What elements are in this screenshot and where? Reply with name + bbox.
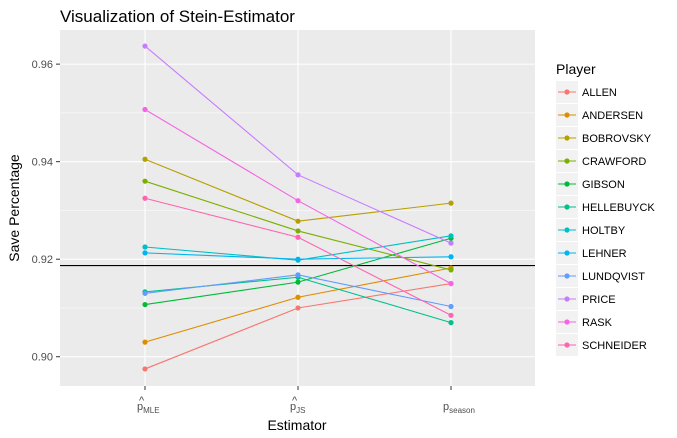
series-point-crawford	[448, 267, 454, 273]
legend-item-andersen: ANDERSEN	[556, 104, 643, 126]
series-lundqvist	[142, 272, 454, 310]
series-point-lehner	[142, 250, 148, 256]
legend-title: Player	[556, 61, 596, 77]
series-point-andersen	[295, 294, 301, 300]
series-point-price	[448, 240, 454, 246]
legend-item-rask: RASK	[556, 311, 613, 333]
series-point-lehner	[295, 256, 301, 262]
legend-key-point	[564, 135, 570, 141]
major-gridlines	[60, 30, 535, 386]
legend-item-allen: ALLEN	[556, 81, 617, 103]
x-tick-label: ^pMLE	[137, 395, 160, 415]
legend-item-schneider: SCHNEIDER	[556, 334, 647, 356]
series-crawford	[142, 178, 454, 273]
y-axis: 0.90 0.92 0.94 0.96	[32, 59, 60, 364]
series-schneider	[142, 195, 454, 318]
series-point-allen	[295, 305, 301, 311]
legend-key-point	[564, 227, 570, 233]
legend-item-holtby: HOLTBY	[556, 219, 626, 241]
series-point-bobrovsky	[142, 156, 148, 162]
legend-label-schneider: SCHNEIDER	[582, 340, 647, 352]
legend-key-point	[564, 112, 570, 118]
legend-item-crawford: CRAWFORD	[556, 150, 646, 172]
legend-key-point	[564, 158, 570, 164]
series-point-price	[295, 172, 301, 178]
series-point-gibson	[295, 279, 301, 285]
series-point-crawford	[295, 228, 301, 234]
legend-item-bobrovsky: BOBROVSKY	[556, 127, 652, 149]
series-point-rask	[142, 106, 148, 113]
y-tick-label: 0.92	[32, 254, 53, 266]
legend: Player ALLEN ANDERSEN BOBROVSKY CRAWFORD GIB…	[556, 61, 655, 356]
legend-key-point	[564, 181, 570, 187]
y-tick-label: 0.94	[32, 157, 53, 169]
series-layer	[142, 43, 454, 372]
legend-key-point	[564, 342, 570, 348]
legend-key-point	[564, 89, 570, 95]
series-point-schneider	[142, 195, 148, 201]
series-point-price	[142, 43, 148, 49]
series-point-rask	[448, 280, 454, 287]
legend-label-holtby: HOLTBY	[582, 225, 626, 237]
series-point-rask	[295, 198, 301, 204]
series-rask	[142, 106, 454, 287]
y-tick-label: 0.96	[32, 59, 53, 71]
legend-label-bobrovsky: BOBROVSKY	[582, 133, 652, 145]
series-point-andersen	[142, 339, 148, 345]
x-tick-label: pseason	[443, 401, 475, 415]
series-point-holtby	[448, 233, 454, 239]
x-axis: ^pMLE^pJS pseason	[137, 386, 475, 415]
legend-item-lundqvist: LUNDQVIST	[556, 265, 645, 287]
x-axis-title: Estimator	[267, 417, 326, 433]
series-point-hellebuyck	[448, 320, 454, 326]
legend-item-hellebuyck: HELLEBUYCK	[556, 196, 655, 218]
series-point-lundqvist	[142, 290, 148, 296]
legend-key-point	[564, 273, 570, 279]
series-point-allen	[142, 366, 148, 372]
series-point-lundqvist	[295, 272, 301, 278]
y-axis-title: Save Percentage	[6, 154, 22, 262]
series-point-holtby	[142, 244, 148, 250]
legend-key-point	[564, 250, 570, 256]
legend-label-rask: RASK	[582, 317, 613, 329]
series-bobrovsky	[142, 156, 454, 224]
legend-label-lundqvist: LUNDQVIST	[582, 271, 645, 283]
chart-title: Visualization of Stein-Estimator	[60, 7, 295, 26]
series-point-lehner	[448, 254, 454, 260]
x-tick-hat: ^	[139, 395, 145, 407]
series-point-schneider	[295, 234, 301, 240]
series-gibson	[142, 235, 454, 308]
series-point-lundqvist	[448, 303, 454, 310]
series-point-gibson	[142, 301, 148, 308]
x-tick-text: pseason	[443, 401, 475, 415]
legend-key-point	[564, 204, 570, 210]
x-tick-label: ^pJS	[290, 395, 305, 415]
legend-key-point	[564, 319, 570, 325]
legend-label-price: PRICE	[582, 294, 616, 306]
x-tick-text: pJS	[290, 401, 305, 415]
series-point-crawford	[142, 178, 148, 184]
legend-label-andersen: ANDERSEN	[582, 110, 643, 122]
legend-label-lehner: LEHNER	[582, 248, 627, 260]
legend-label-gibson: GIBSON	[582, 179, 625, 191]
legend-item-gibson: GIBSON	[556, 173, 625, 195]
legend-items: ALLEN ANDERSEN BOBROVSKY CRAWFORD GIBSON HELL…	[556, 81, 655, 356]
legend-key-point	[564, 296, 570, 302]
x-tick-text: pMLE	[137, 401, 160, 415]
legend-label-crawford: CRAWFORD	[582, 156, 646, 168]
y-tick-label: 0.90	[32, 352, 53, 364]
legend-item-lehner: LEHNER	[556, 242, 627, 264]
series-point-schneider	[448, 312, 454, 318]
series-point-bobrovsky	[295, 218, 301, 224]
legend-item-price: PRICE	[556, 288, 616, 310]
legend-label-hellebuyck: HELLEBUYCK	[582, 202, 655, 214]
series-point-bobrovsky	[448, 200, 454, 206]
legend-label-allen: ALLEN	[582, 87, 617, 99]
series-lehner	[142, 250, 454, 262]
x-tick-hat: ^	[292, 395, 298, 407]
series-price	[142, 43, 454, 246]
